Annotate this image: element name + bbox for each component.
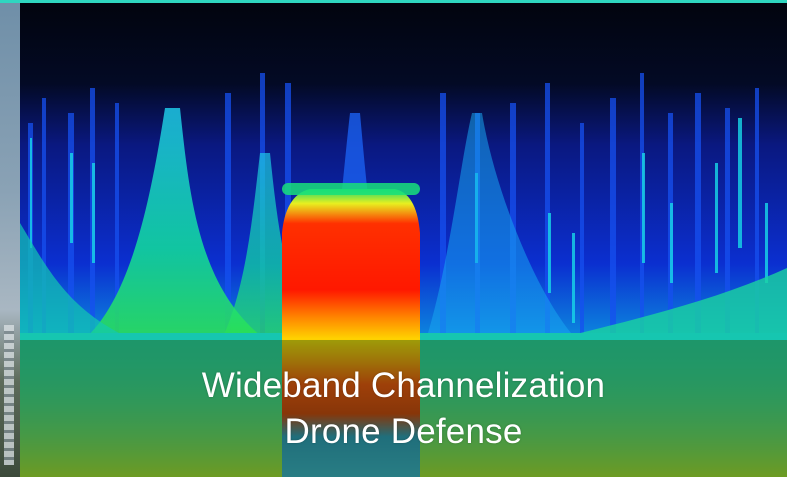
background-photo-strip [0, 0, 20, 477]
spectrogram-image [20, 3, 787, 477]
caption-overlay: Wideband Channelization Drone Defense [20, 340, 787, 477]
caption-subtitle: Drone Defense [284, 411, 523, 451]
tower-structure [4, 325, 14, 465]
top-border [0, 0, 787, 3]
caption-title: Wideband Channelization [201, 365, 606, 405]
